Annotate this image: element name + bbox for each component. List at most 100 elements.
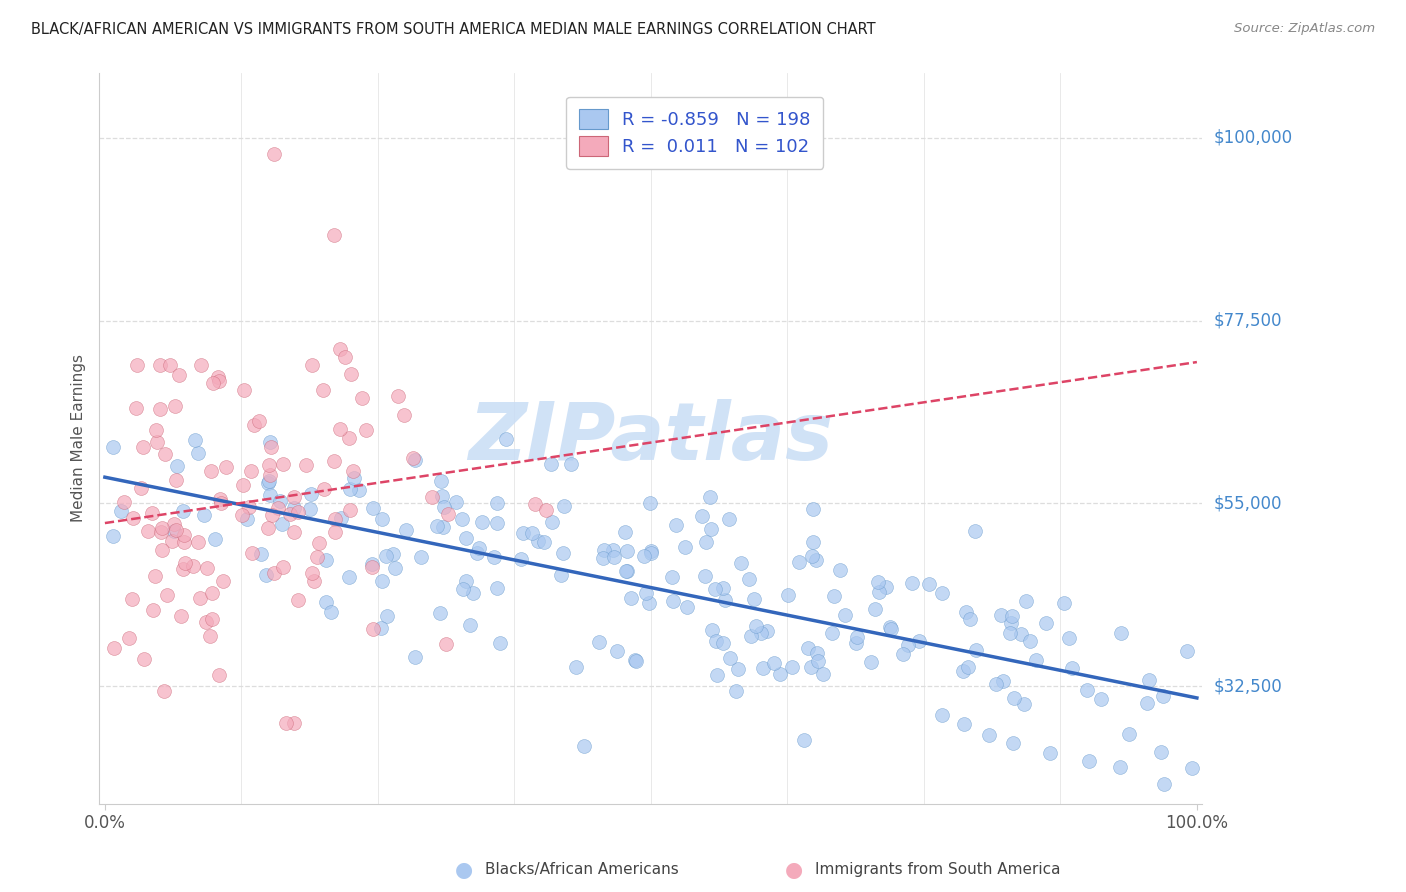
Point xyxy=(1039,746,1062,760)
Point xyxy=(283,715,305,730)
Point xyxy=(118,631,141,645)
Point xyxy=(811,667,834,681)
Point xyxy=(193,508,215,523)
Point xyxy=(446,495,468,509)
Point xyxy=(713,582,735,596)
Point xyxy=(1035,616,1057,631)
Point xyxy=(201,586,224,600)
Point xyxy=(868,574,890,589)
Point xyxy=(136,524,159,538)
Point xyxy=(616,543,638,558)
Point xyxy=(614,564,637,578)
Point xyxy=(1181,761,1204,775)
Point xyxy=(776,588,799,602)
Legend: R = -0.859   N = 198, R =  0.011   N = 102: R = -0.859 N = 198, R = 0.011 N = 102 xyxy=(567,96,823,169)
Point xyxy=(350,391,373,405)
Point xyxy=(602,543,624,558)
Point xyxy=(526,534,548,549)
Point xyxy=(844,636,866,650)
Text: Blacks/African Americans: Blacks/African Americans xyxy=(485,863,679,877)
Point xyxy=(273,560,295,574)
Point xyxy=(1001,609,1024,624)
Point xyxy=(956,660,979,674)
Point xyxy=(780,660,803,674)
Point xyxy=(156,588,179,602)
Point xyxy=(763,656,786,670)
Point xyxy=(1090,691,1112,706)
Point xyxy=(662,593,685,607)
Point xyxy=(1177,644,1199,658)
Point xyxy=(295,458,318,472)
Point xyxy=(426,519,449,533)
Point xyxy=(323,228,346,243)
Point xyxy=(329,422,352,436)
Point xyxy=(132,652,155,666)
Point xyxy=(305,549,328,564)
Point xyxy=(959,612,981,626)
Point xyxy=(1018,633,1040,648)
Point xyxy=(638,496,661,510)
Point xyxy=(371,574,394,589)
Point xyxy=(488,636,510,650)
Point xyxy=(301,487,323,501)
Point xyxy=(283,500,305,515)
Point xyxy=(749,625,772,640)
Point xyxy=(541,515,564,529)
Point xyxy=(384,560,406,574)
Point xyxy=(451,582,474,597)
Point xyxy=(173,557,195,571)
Point xyxy=(231,508,253,522)
Point xyxy=(918,576,941,591)
Point xyxy=(207,370,229,384)
Point xyxy=(302,574,325,588)
Point xyxy=(745,619,768,633)
Point xyxy=(235,511,257,525)
Point xyxy=(343,471,366,485)
Point xyxy=(110,504,132,518)
Point xyxy=(613,525,636,540)
Point xyxy=(208,374,231,388)
Point xyxy=(495,432,517,446)
Point xyxy=(551,546,574,560)
Point xyxy=(333,351,356,365)
Point xyxy=(673,540,696,554)
Point xyxy=(804,553,827,567)
Point xyxy=(897,638,920,652)
Point xyxy=(725,683,748,698)
Point xyxy=(319,605,342,619)
Point xyxy=(149,524,172,539)
Point xyxy=(188,591,211,605)
Point xyxy=(695,569,717,583)
Point xyxy=(1118,726,1140,740)
Point xyxy=(308,536,330,550)
Text: $100,000: $100,000 xyxy=(1213,129,1292,147)
Point xyxy=(103,640,125,655)
Point xyxy=(703,582,725,596)
Point xyxy=(620,591,643,605)
Point xyxy=(404,453,426,467)
Point xyxy=(454,574,477,588)
Point xyxy=(187,534,209,549)
Point xyxy=(259,488,281,502)
Point xyxy=(1109,625,1132,640)
Point xyxy=(184,433,207,447)
Point xyxy=(792,733,814,747)
Point xyxy=(259,467,281,482)
Point xyxy=(121,592,143,607)
Point xyxy=(242,418,264,433)
Point xyxy=(676,600,699,615)
Point xyxy=(540,457,562,471)
Point xyxy=(993,674,1015,689)
Point xyxy=(153,684,176,698)
Point xyxy=(165,473,187,487)
Point xyxy=(240,464,263,478)
Point xyxy=(301,566,323,580)
Point xyxy=(863,601,886,615)
Point xyxy=(706,667,728,681)
Point xyxy=(1109,760,1132,774)
Point xyxy=(422,490,444,504)
Point xyxy=(337,569,360,583)
Point xyxy=(624,654,647,668)
Point xyxy=(952,717,974,731)
Point xyxy=(315,595,337,609)
